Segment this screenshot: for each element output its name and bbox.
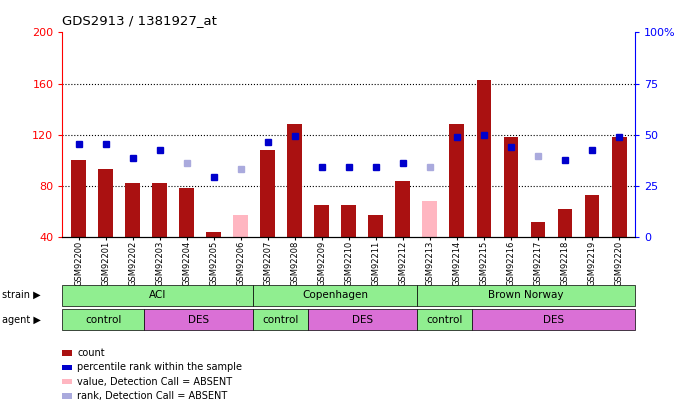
Bar bbox=[342, 205, 356, 237]
Bar bbox=[477, 80, 492, 237]
Bar bbox=[584, 195, 599, 237]
Bar bbox=[125, 183, 140, 237]
Bar bbox=[315, 205, 330, 237]
Text: Brown Norway: Brown Norway bbox=[488, 290, 564, 300]
Bar bbox=[71, 160, 86, 237]
Text: Copenhagen: Copenhagen bbox=[302, 290, 368, 300]
Text: strain ▶: strain ▶ bbox=[2, 290, 41, 300]
Text: control: control bbox=[262, 315, 299, 324]
Bar bbox=[504, 137, 519, 237]
Bar bbox=[557, 209, 572, 237]
Bar bbox=[153, 183, 167, 237]
Text: count: count bbox=[77, 348, 105, 358]
Text: ACI: ACI bbox=[149, 290, 167, 300]
Bar bbox=[206, 232, 221, 237]
Bar bbox=[531, 222, 545, 237]
Text: DES: DES bbox=[188, 315, 210, 324]
Text: control: control bbox=[85, 315, 121, 324]
Bar bbox=[179, 188, 194, 237]
Text: percentile rank within the sample: percentile rank within the sample bbox=[77, 362, 242, 372]
Bar bbox=[260, 150, 275, 237]
Text: agent ▶: agent ▶ bbox=[2, 315, 41, 324]
Text: value, Detection Call = ABSENT: value, Detection Call = ABSENT bbox=[77, 377, 233, 386]
Text: DES: DES bbox=[352, 315, 373, 324]
Bar bbox=[395, 181, 410, 237]
Text: control: control bbox=[426, 315, 462, 324]
Bar bbox=[422, 201, 437, 237]
Bar bbox=[450, 124, 464, 237]
Text: rank, Detection Call = ABSENT: rank, Detection Call = ABSENT bbox=[77, 391, 228, 401]
Bar bbox=[98, 169, 113, 237]
Bar bbox=[612, 137, 626, 237]
Bar bbox=[233, 215, 248, 237]
Bar bbox=[368, 215, 383, 237]
Text: DES: DES bbox=[543, 315, 564, 324]
Bar bbox=[287, 124, 302, 237]
Text: GDS2913 / 1381927_at: GDS2913 / 1381927_at bbox=[62, 14, 217, 27]
